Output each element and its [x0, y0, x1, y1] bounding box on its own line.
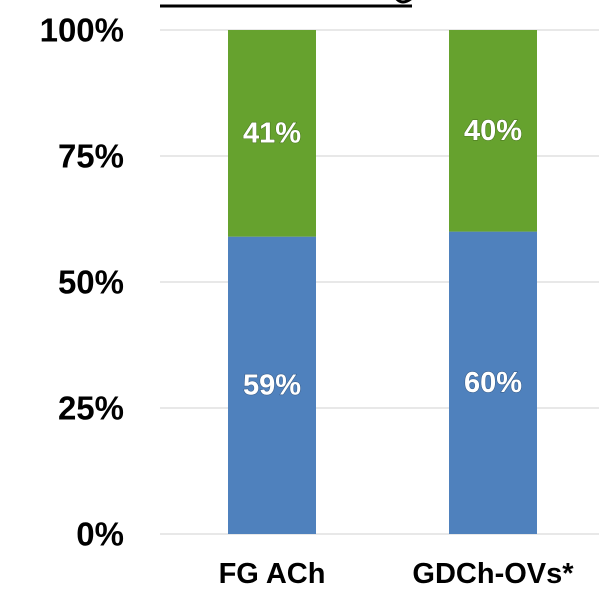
bar-segment [449, 231, 537, 534]
data-labels: 59% 41% 60% 40% [242, 114, 522, 402]
y-tick-label: 0% [76, 516, 124, 553]
y-tick-label: 100% [40, 12, 124, 49]
cropped-title-fragment [160, 0, 412, 8]
bar-segment [449, 30, 537, 232]
bar-segment [228, 236, 316, 534]
x-category-label: GDCh-OVs* [412, 558, 574, 590]
data-label: 41% [243, 117, 301, 149]
y-tick-label: 75% [58, 138, 124, 175]
data-label: 60% [464, 367, 522, 399]
bar-segment [228, 30, 316, 237]
x-axis: FG ACh GDCh-OVs* [219, 558, 575, 590]
y-tick-label: 25% [58, 390, 124, 427]
y-axis: 0% 25% 50% 75% 100% [40, 12, 124, 553]
x-category-label: FG ACh [219, 558, 326, 590]
data-label: 59% [243, 369, 301, 401]
data-label: 40% [464, 115, 522, 147]
y-tick-label: 50% [58, 264, 124, 301]
bars [228, 30, 537, 534]
